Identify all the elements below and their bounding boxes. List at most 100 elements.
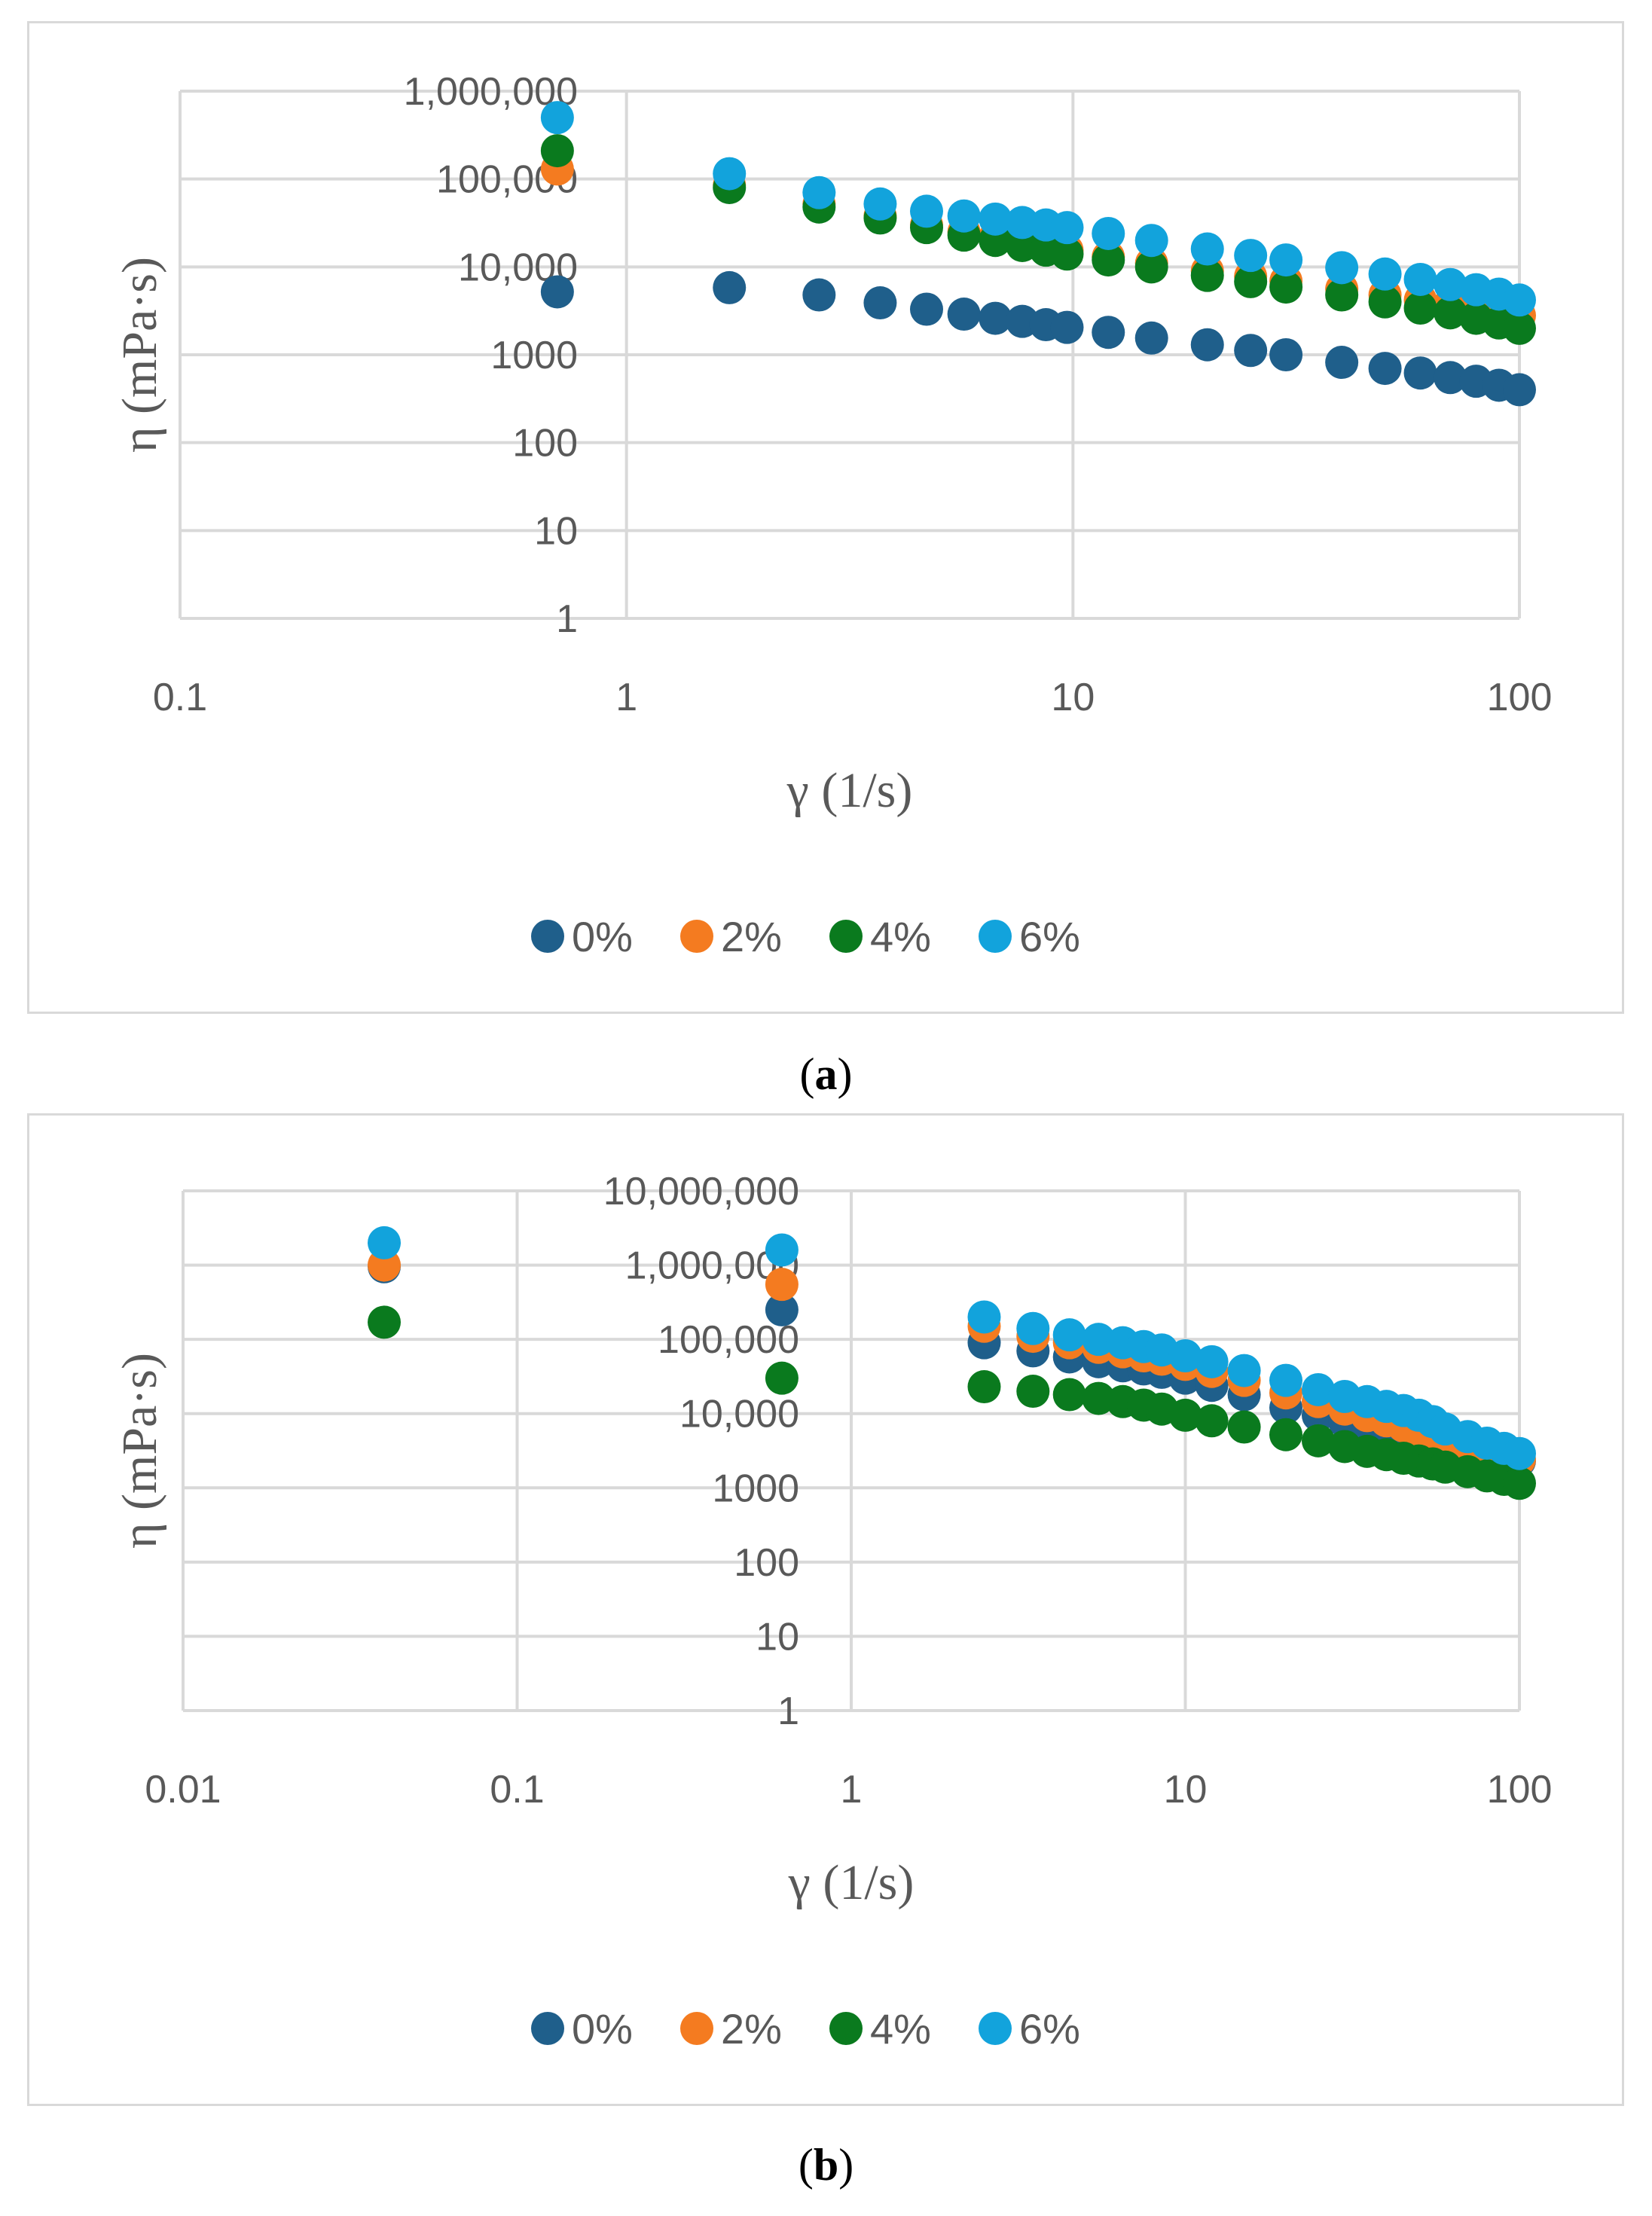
y-tick-label: 100 bbox=[734, 1541, 799, 1585]
data-point bbox=[1052, 1378, 1086, 1412]
y-tick-label: 10,000 bbox=[679, 1393, 799, 1436]
legend-marker bbox=[680, 920, 713, 953]
legend-label: 6% bbox=[1019, 913, 1080, 960]
data-point bbox=[368, 1305, 402, 1339]
data-point bbox=[1190, 328, 1224, 362]
data-point bbox=[1050, 237, 1084, 271]
legend-item: 6% bbox=[979, 2005, 1080, 2053]
data-point bbox=[1503, 311, 1536, 345]
legend-marker bbox=[829, 920, 863, 953]
data-point bbox=[1234, 334, 1268, 368]
y-tick-label: 10 bbox=[756, 1615, 799, 1659]
x-axis-label: γ (1/s) bbox=[786, 763, 913, 818]
data-point bbox=[540, 101, 574, 135]
legend-marker bbox=[979, 2012, 1012, 2045]
chart-panel-a: 0.1 1 10 100 1 10 100 1000 10,000 100,000 1,000,00… bbox=[27, 21, 1624, 1014]
caption-a: (a) bbox=[799, 1049, 853, 1099]
data-point bbox=[1503, 1467, 1536, 1500]
x-tick-label: 10 bbox=[1164, 1768, 1208, 1812]
data-point bbox=[1134, 250, 1168, 284]
data-point bbox=[1190, 258, 1224, 292]
series-6pct bbox=[540, 101, 1536, 317]
data-point bbox=[979, 301, 1012, 335]
legend-item: 2% bbox=[680, 913, 782, 960]
series-6pct bbox=[368, 1226, 1536, 1470]
data-point bbox=[802, 176, 836, 209]
data-point bbox=[1269, 270, 1303, 304]
legend-item: 4% bbox=[829, 2005, 931, 2053]
data-point bbox=[1269, 1418, 1303, 1451]
data-point bbox=[1234, 264, 1268, 298]
chart-a-svg: 0.1 1 10 100110100100010,000100,0001,000,00… bbox=[112, 70, 1553, 960]
data-point bbox=[863, 286, 897, 320]
data-point bbox=[1368, 257, 1402, 291]
data-point bbox=[1301, 1424, 1335, 1457]
data-point bbox=[1016, 1311, 1050, 1345]
data-point bbox=[713, 270, 747, 304]
data-point bbox=[713, 157, 747, 191]
series-4pct bbox=[368, 1305, 1536, 1500]
data-point bbox=[947, 199, 981, 233]
data-point bbox=[979, 202, 1012, 236]
series-4pct bbox=[540, 134, 1536, 345]
data-point bbox=[1092, 243, 1125, 277]
data-point bbox=[765, 1293, 799, 1326]
x-tick-label: 10 bbox=[1051, 676, 1095, 719]
chart-panel-b: 0.01 0.1 1 10 100 1 10 100 1000 10,000 100,000 1,00… bbox=[27, 1113, 1624, 2106]
legend-marker bbox=[531, 920, 564, 953]
legend-label: 4% bbox=[870, 2005, 931, 2053]
data-point bbox=[1269, 243, 1303, 277]
legend-item: 0% bbox=[531, 2005, 633, 2053]
data-point bbox=[1325, 251, 1359, 285]
data-point bbox=[1434, 267, 1467, 301]
data-point bbox=[1325, 346, 1359, 380]
data-point bbox=[1403, 356, 1437, 390]
legend-marker bbox=[680, 2012, 713, 2045]
data-point bbox=[1503, 373, 1536, 407]
y-tick-label: 1 bbox=[777, 1689, 799, 1733]
y-tick-label: 10 bbox=[534, 509, 578, 553]
data-point bbox=[1403, 291, 1437, 325]
data-point bbox=[1434, 361, 1467, 395]
x-tick-label: 1 bbox=[615, 676, 637, 719]
data-point bbox=[1234, 239, 1268, 273]
y-tick-label: 1000 bbox=[490, 334, 578, 377]
y-tick-label: 100 bbox=[512, 422, 578, 465]
data-point bbox=[1092, 316, 1125, 349]
data-point bbox=[1269, 338, 1303, 371]
legend-label: 0% bbox=[572, 913, 633, 960]
legend-label: 2% bbox=[721, 2005, 782, 2053]
legend-item: 2% bbox=[680, 2005, 782, 2053]
x-tick-label: 0.1 bbox=[490, 1768, 544, 1812]
series-0pct bbox=[540, 270, 1536, 407]
y-axis-label: η (mPa·s) bbox=[112, 1353, 167, 1549]
data-point bbox=[765, 1268, 799, 1302]
data-point bbox=[1503, 1436, 1536, 1470]
x-tick-label: 0.1 bbox=[153, 676, 207, 719]
data-point bbox=[1134, 321, 1168, 355]
legend-marker bbox=[979, 920, 1012, 953]
x-tick-label: 100 bbox=[1487, 676, 1553, 719]
legend-label: 4% bbox=[870, 913, 931, 960]
y-tick-label: 1 bbox=[556, 597, 578, 641]
data-point bbox=[1368, 285, 1402, 319]
data-point bbox=[1195, 1404, 1229, 1438]
caption-b: (b) bbox=[798, 2140, 854, 2190]
data-point bbox=[1082, 1323, 1116, 1357]
legend-item: 4% bbox=[829, 913, 931, 960]
data-point bbox=[1403, 262, 1437, 296]
data-point bbox=[540, 134, 574, 168]
data-point bbox=[1016, 1375, 1050, 1409]
data-point bbox=[967, 1370, 1001, 1404]
y-axis-label: η (mPa·s) bbox=[112, 257, 167, 453]
data-point bbox=[540, 275, 574, 309]
data-point bbox=[1269, 1363, 1303, 1397]
x-tick-label: 1 bbox=[841, 1768, 863, 1812]
data-point bbox=[1227, 1410, 1261, 1444]
data-point bbox=[1168, 1339, 1202, 1373]
data-point bbox=[1050, 211, 1084, 245]
data-point bbox=[1227, 1354, 1261, 1387]
y-tick-label: 10,000,000 bbox=[603, 1170, 799, 1213]
data-point bbox=[863, 187, 897, 221]
data-point bbox=[765, 1361, 799, 1395]
